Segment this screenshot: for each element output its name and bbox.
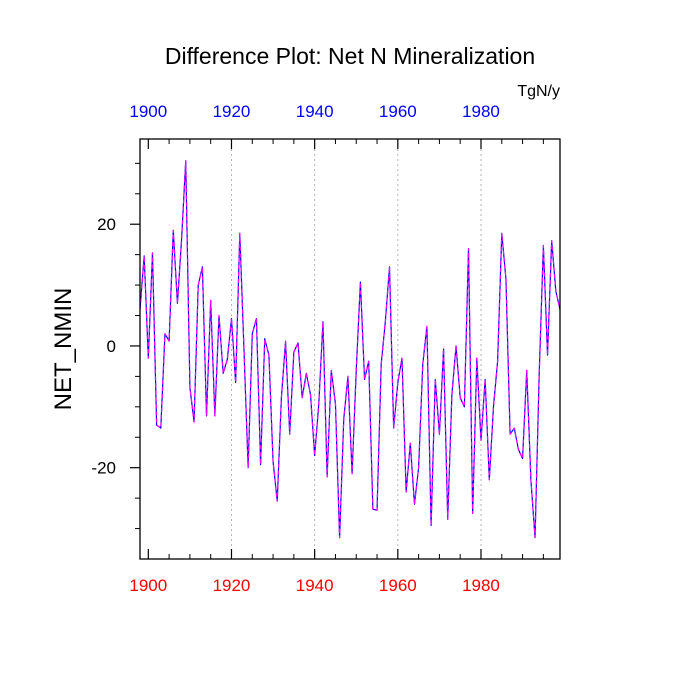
series-line-0-dashed xyxy=(140,160,560,539)
x-tick-label-bottom: 1920 xyxy=(213,576,251,595)
plot-frame xyxy=(139,138,561,560)
x-tick-label-top: 1960 xyxy=(379,102,417,121)
x-tick-label-top: 1940 xyxy=(296,102,334,121)
y-tick-label: 20 xyxy=(97,215,116,234)
x-tick-label-top: 1920 xyxy=(213,102,251,121)
axes: 1900 1900 1920 1920 1940 1940 1960 1960 1980 1980… xyxy=(91,102,544,595)
y-tick-label: 0 xyxy=(107,337,116,356)
x-tick-label-bottom: 1980 xyxy=(462,576,500,595)
data-series xyxy=(140,160,560,539)
x-tick-label-bottom: 1900 xyxy=(129,576,167,595)
grid-lines xyxy=(230,139,482,559)
units-label: TgN/y xyxy=(517,83,560,100)
x-tick-label-top: 1980 xyxy=(462,102,500,121)
y-axis-label: NET_NMIN xyxy=(50,288,77,411)
x-tick-label-bottom: 1940 xyxy=(296,576,334,595)
chart-title: Difference Plot: Net N Mineralization xyxy=(165,43,535,69)
y-tick-label: -20 xyxy=(91,459,116,478)
x-tick-label-top: 1900 xyxy=(129,102,167,121)
series-line-0-solid xyxy=(140,160,560,539)
x-tick-label-bottom: 1960 xyxy=(379,576,417,595)
